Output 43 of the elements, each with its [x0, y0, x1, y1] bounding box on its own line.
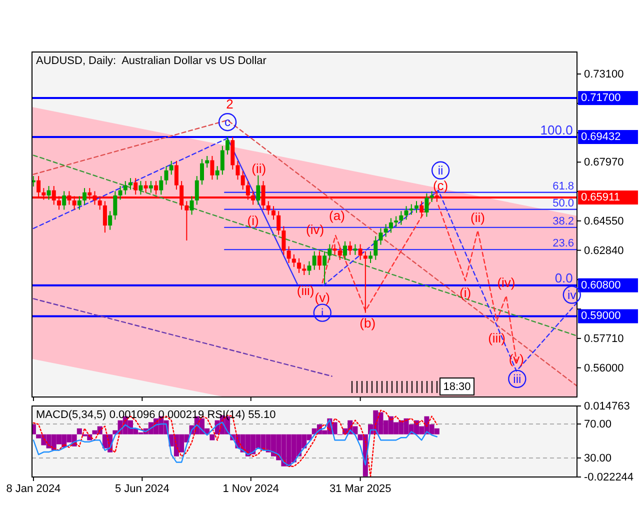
annotation: (iii)	[296, 283, 314, 298]
series-label: ii	[438, 163, 444, 178]
series-label: 50.0	[552, 197, 574, 210]
series-label: 61.8	[552, 180, 574, 192]
annotation: (ii)	[470, 210, 485, 225]
ref-line-label: 0.60800	[581, 279, 621, 292]
series-label: 23.6	[552, 238, 574, 250]
annotation: (b)	[360, 315, 376, 330]
y-tick-label: 0.67970	[584, 156, 624, 169]
annotation: 2	[226, 96, 234, 112]
annotation: (i)	[247, 213, 259, 228]
x-tick-label: 8 Jan 2024	[6, 482, 61, 495]
annotation: (ii)	[252, 160, 266, 176]
x-tick-label: 31 Mar 2025	[329, 482, 392, 495]
series-label: iv	[568, 288, 576, 302]
annotation: (c)	[432, 178, 448, 193]
chart-title: MACD(5,34,5) 0.001096 0.000219 RSI(14) 55.10	[36, 409, 276, 421]
annotation: (i)	[460, 285, 472, 300]
x-tick-label: 1 Nov 2024	[222, 482, 280, 495]
y-tick-label: 0.62840	[584, 244, 624, 257]
ref-line-label: 0.59000	[581, 310, 621, 322]
y2-tick-label: 70.00	[584, 418, 612, 431]
y-tick-label: 0.56000	[584, 362, 624, 374]
chart-title: AUDUSD, Daily: Australian Dollar vs US Dollar	[36, 55, 267, 67]
annotation: (a)	[329, 208, 345, 223]
ref-line-label: 0.71700	[581, 92, 621, 104]
annotation: (iii)	[488, 330, 506, 346]
series-label: i	[321, 306, 324, 320]
y-tick-label: 0.014763	[584, 400, 630, 413]
y-tick-label: -0.022244	[584, 472, 634, 484]
y2-tick-label: 30.00	[584, 452, 612, 464]
series-label: 38.2	[552, 215, 574, 228]
annotation: 18:30	[443, 381, 471, 393]
ref-line-label: 0.69432	[581, 131, 621, 144]
ref-line-label: 0.65911	[581, 192, 620, 204]
y-tick-label: 0.57710	[584, 332, 624, 345]
x-tick-label: 5 Jun 2024	[114, 482, 170, 495]
annotation: 100.0	[540, 122, 573, 138]
y-tick-label: 0.64550	[584, 215, 624, 228]
y-tick-label: 0.73100	[584, 68, 624, 81]
annotation: 0.0	[554, 270, 573, 286]
annotation: (v)	[314, 290, 330, 306]
series-label: iii	[513, 372, 522, 386]
